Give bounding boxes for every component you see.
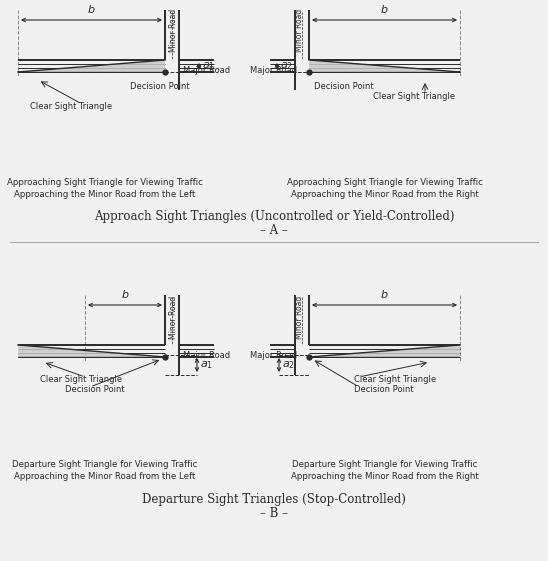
Text: Clear Sight Triangle: Clear Sight Triangle: [40, 375, 122, 384]
Text: Departure Sight Triangle for Viewing Traffic
Approaching the Minor Road from the: Departure Sight Triangle for Viewing Tra…: [291, 460, 479, 481]
Text: $a_2$: $a_2$: [280, 60, 293, 72]
Text: $b$: $b$: [121, 288, 129, 300]
Text: Minor Road: Minor Road: [295, 296, 305, 339]
Text: Clear Sight Triangle: Clear Sight Triangle: [354, 375, 436, 384]
Text: Decision Point: Decision Point: [65, 385, 124, 394]
Text: Clear Sight Triangle: Clear Sight Triangle: [373, 92, 455, 101]
Text: – B –: – B –: [260, 507, 288, 520]
Text: $b$: $b$: [380, 288, 389, 300]
Text: – A –: – A –: [260, 224, 288, 237]
Polygon shape: [309, 345, 460, 357]
Text: Approaching Sight Triangle for Viewing Traffic
Approaching the Minor Road from t: Approaching Sight Triangle for Viewing T…: [7, 178, 203, 199]
Text: Major Road: Major Road: [183, 351, 230, 360]
Text: Major Road: Major Road: [250, 66, 297, 75]
Text: $a_1$: $a_1$: [200, 359, 213, 371]
Text: Departure Sight Triangles (Stop-Controlled): Departure Sight Triangles (Stop-Controll…: [142, 493, 406, 506]
Text: Decision Point: Decision Point: [130, 82, 190, 91]
Text: Approaching Sight Triangle for Viewing Traffic
Approaching the Minor Road from t: Approaching Sight Triangle for Viewing T…: [287, 178, 483, 199]
Text: $b$: $b$: [380, 3, 389, 15]
Text: Major Road: Major Road: [250, 351, 297, 360]
Text: $a_1$: $a_1$: [202, 60, 215, 72]
Text: $a_2$: $a_2$: [282, 359, 295, 371]
Text: Decision Point: Decision Point: [314, 82, 374, 91]
Text: Approach Sight Triangles (Uncontrolled or Yield-Controlled): Approach Sight Triangles (Uncontrolled o…: [94, 210, 454, 223]
Text: Departure Sight Triangle for Viewing Traffic
Approaching the Minor Road from the: Departure Sight Triangle for Viewing Tra…: [12, 460, 198, 481]
Text: Major Road: Major Road: [183, 66, 230, 75]
Text: Minor Road: Minor Road: [169, 296, 179, 339]
Text: $b$: $b$: [87, 3, 96, 15]
Text: Minor Road: Minor Road: [169, 8, 179, 52]
Text: Clear Sight Triangle: Clear Sight Triangle: [30, 102, 112, 111]
Text: Decision Point: Decision Point: [354, 385, 414, 394]
Polygon shape: [18, 60, 165, 72]
Polygon shape: [18, 345, 165, 357]
Polygon shape: [309, 60, 460, 72]
Text: Minor Road: Minor Road: [295, 8, 305, 52]
